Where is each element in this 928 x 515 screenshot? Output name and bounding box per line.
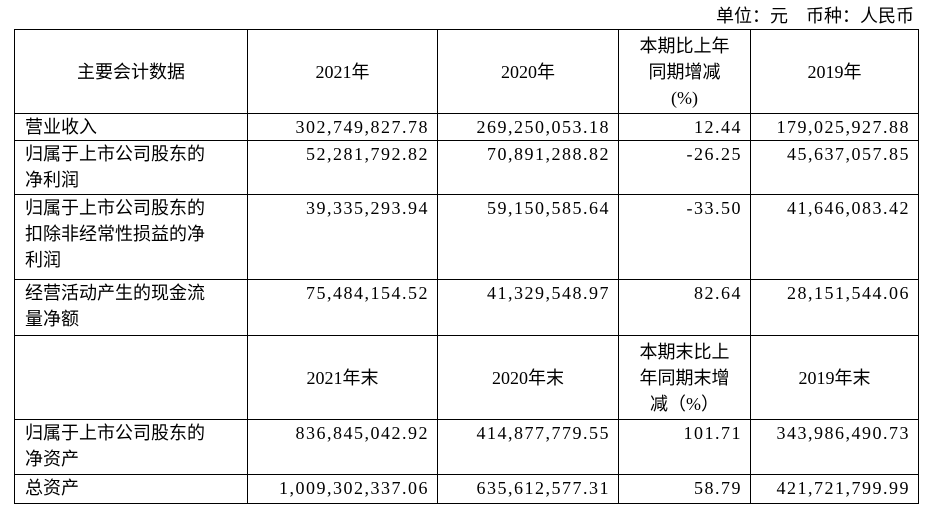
value-cell: 52,281,792.82 xyxy=(247,140,438,195)
value-cell: 302,749,827.78 xyxy=(247,113,438,141)
label-cell: 归属于上市公司股东的 净资产 xyxy=(14,419,248,475)
header-cell: 2019年末 xyxy=(750,335,919,420)
data-row: 营业收入 302,749,827.78 269,250,053.18 12.44 179… xyxy=(14,113,919,141)
value-cell: 635,612,577.31 xyxy=(437,474,619,504)
value-cell: 421,721,799.99 xyxy=(750,474,919,504)
value-cell: 414,877,779.55 xyxy=(437,419,619,475)
value-cell: 12.44 xyxy=(618,113,751,141)
header-cell: 主要会计数据 xyxy=(14,29,248,114)
value-cell: 179,025,927.88 xyxy=(750,113,919,141)
header-cell: 本期末比上 年同期末增 减（%） xyxy=(618,335,751,420)
header-cell: 本期比上年 同期增减 (%) xyxy=(618,29,751,114)
value-cell: 45,637,057.85 xyxy=(750,140,919,195)
header-cell xyxy=(14,335,248,420)
value-cell: 343,986,490.73 xyxy=(750,419,919,475)
label-cell: 归属于上市公司股东的 净利润 xyxy=(14,140,248,195)
label-cell: 营业收入 xyxy=(14,113,248,141)
header-row: 主要会计数据 2021年 2020年 本期比上年 同期增减 (%) 2019年 xyxy=(14,29,919,114)
value-cell: 1,009,302,337.06 xyxy=(247,474,438,504)
data-row: 归属于上市公司股东的 净资产 836,845,042.92 414,877,779.… xyxy=(14,419,919,475)
value-cell: 28,151,544.06 xyxy=(750,279,919,336)
header-row: 2021年末 2020年末 本期末比上 年同期末增 减（%） 2019年末 xyxy=(14,335,919,420)
value-cell: 82.64 xyxy=(618,279,751,336)
header-cell: 2019年 xyxy=(750,29,919,114)
data-row: 归属于上市公司股东的 扣除非经常性损益的净 利润 39,335,293.94 59,… xyxy=(14,194,919,280)
label-cell: 总资产 xyxy=(14,474,248,504)
header-cell: 2021年末 xyxy=(247,335,438,420)
unit-note: 单位：元 币种：人民币 xyxy=(716,6,914,26)
header-cell: 2020年 xyxy=(437,29,619,114)
data-row: 总资产 1,009,302,337.06 635,612,577.31 58.79 42… xyxy=(14,474,919,504)
data-table: 主要会计数据 2021年 2020年 本期比上年 同期增减 (%) 2019年 营业收入 3… xyxy=(14,29,919,504)
value-cell: 70,891,288.82 xyxy=(437,140,619,195)
header-cell: 2021年 xyxy=(247,29,438,114)
data-row: 归属于上市公司股东的 净利润 52,281,792.82 70,891,288.82… xyxy=(14,140,919,195)
value-cell: 41,646,083.42 xyxy=(750,194,919,280)
value-cell: 836,845,042.92 xyxy=(247,419,438,475)
data-row: 经营活动产生的现金流 量净额 75,484,154.52 41,329,548.97… xyxy=(14,279,919,336)
label-cell: 经营活动产生的现金流 量净额 xyxy=(14,279,248,336)
value-cell: -33.50 xyxy=(618,194,751,280)
value-cell: 75,484,154.52 xyxy=(247,279,438,336)
value-cell: 41,329,548.97 xyxy=(437,279,619,336)
value-cell: 59,150,585.64 xyxy=(437,194,619,280)
value-cell: 269,250,053.18 xyxy=(437,113,619,141)
value-cell: -26.25 xyxy=(618,140,751,195)
value-cell: 58.79 xyxy=(618,474,751,504)
value-cell: 39,335,293.94 xyxy=(247,194,438,280)
value-cell: 101.71 xyxy=(618,419,751,475)
label-cell: 归属于上市公司股东的 扣除非经常性损益的净 利润 xyxy=(14,194,248,280)
header-cell: 2020年末 xyxy=(437,335,619,420)
